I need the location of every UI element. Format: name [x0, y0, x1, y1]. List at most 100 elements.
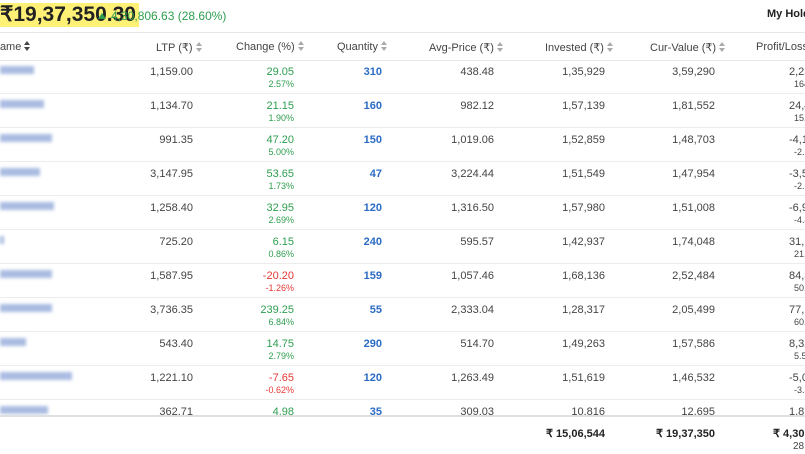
table-row[interactable]: 1,134.70 21.15 1.90% 160 982.12 1,57,139…: [0, 93, 805, 128]
table-footer-totals: ₹ 15,06,544 ₹ 19,37,350 ₹ 4,30,806 28.60…: [0, 415, 805, 454]
quantity-cell[interactable]: 290: [363, 338, 382, 350]
column-header-profit-loss-label: Profit/Loss: [756, 41, 805, 53]
quantity-cell[interactable]: 160: [363, 100, 382, 112]
quantity-cell[interactable]: 150: [363, 134, 382, 146]
table-row[interactable]: 1,258.40 32.95 2.69% 120 1,316.50 1,57,9…: [0, 195, 805, 230]
change-pct-cell: 2.57%: [268, 79, 294, 89]
invested-cell: 1,42,937: [562, 236, 605, 248]
column-header-avg-price[interactable]: Avg-Price (₹): [429, 41, 504, 54]
invested-cell: 1,35,929: [562, 66, 605, 78]
sort-icon: [606, 42, 614, 52]
profit-loss-pct-cell: -4.41%: [794, 215, 805, 225]
sort-icon: [380, 41, 388, 51]
table-row[interactable]: 362.71 4.98 1.39% 35 309.03 10,816 12,69…: [0, 399, 805, 415]
quantity-cell[interactable]: 310: [363, 66, 382, 78]
quantity-cell[interactable]: 159: [363, 270, 382, 282]
avg-price-cell: 1,019.06: [451, 134, 494, 146]
column-header-quantity-label: Quantity: [337, 41, 378, 53]
column-header-invested[interactable]: Invested (₹): [545, 41, 614, 54]
table-row[interactable]: 1,159.00 29.05 2.57% 310 438.48 1,35,929…: [0, 59, 805, 94]
change-cell: 4.98: [272, 406, 294, 415]
invested-cell: 1,51,549: [562, 168, 605, 180]
total-cur-value: ₹ 19,37,350: [656, 428, 715, 440]
table-row[interactable]: 3,736.35 239.25 6.84% 55 2,333.04 1,28,3…: [0, 297, 805, 332]
change-pct-cell: 5.00%: [268, 147, 294, 157]
column-header-avg-price-label: Avg-Price (₹): [429, 42, 494, 54]
change-pct-cell: -0.62%: [265, 385, 294, 395]
column-header-quantity[interactable]: Quantity: [337, 41, 388, 53]
profit-loss-cell: 24,413: [789, 100, 805, 112]
profit-loss-cell: -5,087: [789, 372, 805, 384]
total-invested: ₹ 15,06,544: [546, 428, 605, 440]
column-header-cur-value-label: Cur-Value (₹): [650, 42, 717, 54]
table-row[interactable]: 1,221.10 -7.65 -0.62% 120 1,263.49 1,51,…: [0, 365, 805, 400]
avg-price-cell: 438.48: [460, 66, 494, 78]
column-header-ltp[interactable]: LTP (₹): [156, 41, 203, 54]
table-row[interactable]: 725.20 6.15 0.86% 240 595.57 1,42,937 1,…: [0, 229, 805, 264]
profit-loss-cell: 84,348: [789, 270, 805, 282]
quantity-cell[interactable]: 47: [369, 168, 382, 180]
quantity-cell[interactable]: 240: [363, 236, 382, 248]
cur-value-cell: 3,59,290: [672, 66, 715, 78]
column-header-cur-value[interactable]: Cur-Value (₹): [650, 41, 726, 54]
stock-name-redacted[interactable]: [0, 304, 52, 312]
stock-name-redacted[interactable]: [0, 202, 54, 210]
change-cell: 53.65: [266, 168, 294, 180]
arrow-up-icon: [98, 13, 106, 19]
cur-value-cell: 1,57,586: [672, 338, 715, 350]
invested-cell: 10,816: [571, 406, 605, 415]
change-pct-cell: 6.84%: [268, 317, 294, 327]
profit-loss-cell: 77,182: [789, 304, 805, 316]
column-header-change-label: Change (%): [236, 41, 295, 53]
profit-loss-cell: 1,879: [789, 406, 805, 415]
change-pct-cell: 2.79%: [268, 351, 294, 361]
cur-value-cell: 1,74,048: [672, 236, 715, 248]
avg-price-cell: 982.12: [460, 100, 494, 112]
stock-name-redacted[interactable]: [0, 168, 40, 176]
avg-price-cell: 309.03: [460, 406, 494, 415]
change-cell: 6.15: [272, 236, 294, 248]
stock-name-redacted[interactable]: [0, 406, 48, 414]
ltp-cell: 1,159.00: [150, 66, 193, 78]
ltp-cell: 991.35: [159, 134, 193, 146]
invested-cell: 1,51,619: [562, 372, 605, 384]
profit-loss-pct-cell: 164.32%: [794, 79, 805, 89]
quantity-cell[interactable]: 35: [369, 406, 382, 415]
cur-value-cell: 1,46,532: [672, 372, 715, 384]
column-header-change[interactable]: Change (%): [236, 41, 305, 53]
column-header-name-label: Name: [0, 41, 22, 53]
profit-loss-pct-cell: -2.72%: [794, 147, 805, 157]
quantity-cell[interactable]: 120: [363, 372, 382, 384]
stock-name-redacted[interactable]: [0, 270, 52, 278]
stock-name-redacted[interactable]: [0, 66, 34, 74]
total-gain: 4,30,806.63 (28.60%): [98, 9, 226, 23]
profit-loss-pct-cell: -2.37%: [794, 181, 805, 191]
change-cell: 14.75: [266, 338, 294, 350]
profit-loss-cell: -6,972: [789, 202, 805, 214]
avg-price-cell: 1,057.46: [451, 270, 494, 282]
my-holdings-link[interactable]: My Holdings: [767, 8, 805, 20]
stock-name-redacted[interactable]: [0, 372, 72, 380]
change-cell: -7.65: [268, 372, 294, 384]
column-header-name[interactable]: Name: [0, 41, 31, 53]
stock-name-redacted[interactable]: [0, 134, 52, 142]
change-cell: 32.95: [266, 202, 294, 214]
column-header-profit-loss[interactable]: Profit/Loss: [756, 41, 805, 53]
stock-name-redacted[interactable]: [0, 338, 26, 346]
profit-loss-cell: -4,156: [789, 134, 805, 146]
table-row[interactable]: 543.40 14.75 2.79% 290 514.70 1,49,263 1…: [0, 331, 805, 366]
ltp-cell: 1,221.10: [150, 372, 193, 384]
invested-cell: 1,57,980: [562, 202, 605, 214]
ltp-cell: 1,134.70: [150, 100, 193, 112]
quantity-cell[interactable]: 55: [369, 304, 382, 316]
table-row[interactable]: 1,587.95 -20.20 -1.26% 159 1,057.46 1,68…: [0, 263, 805, 298]
profit-loss-pct-cell: 60.15%: [794, 317, 805, 327]
total-profit-loss-pct: 28.60%: [793, 441, 805, 452]
profit-loss-cell: 31,111: [789, 236, 805, 248]
table-row[interactable]: 3,147.95 53.65 1.73% 47 3,224.44 1,51,54…: [0, 161, 805, 196]
stock-name-redacted[interactable]: [0, 100, 44, 108]
ltp-cell: 725.20: [159, 236, 193, 248]
stock-name-redacted[interactable]: [0, 236, 4, 244]
quantity-cell[interactable]: 120: [363, 202, 382, 214]
table-row[interactable]: 991.35 47.20 5.00% 150 1,019.06 1,52,859…: [0, 127, 805, 162]
